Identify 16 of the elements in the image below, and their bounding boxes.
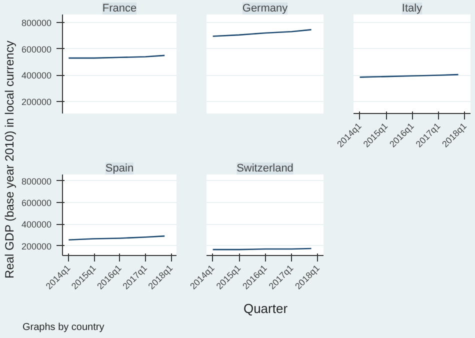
y-axis-title: Real GDP (base year 2010) in local currency <box>2 40 16 279</box>
y-tick-label: 200000 <box>21 97 52 108</box>
y-tick-label: 600000 <box>21 44 52 54</box>
y-tick-label: 400000 <box>21 220 52 230</box>
text: Graphs by country <box>22 322 104 333</box>
chart-title: Spain <box>105 162 134 174</box>
y-tick-label: 600000 <box>21 198 52 208</box>
chart-title: Italy <box>402 2 423 14</box>
y-tick-label: 800000 <box>21 176 52 186</box>
chart-title: Germany <box>242 2 288 14</box>
chart-title: Switzerland <box>236 162 294 174</box>
chart-title: France <box>102 2 137 14</box>
x-axis-title: Quarter <box>243 301 288 316</box>
y-tick-label: 400000 <box>21 70 52 81</box>
y-tick-label: 800000 <box>21 18 52 28</box>
y-tick-label: 200000 <box>21 241 52 252</box>
